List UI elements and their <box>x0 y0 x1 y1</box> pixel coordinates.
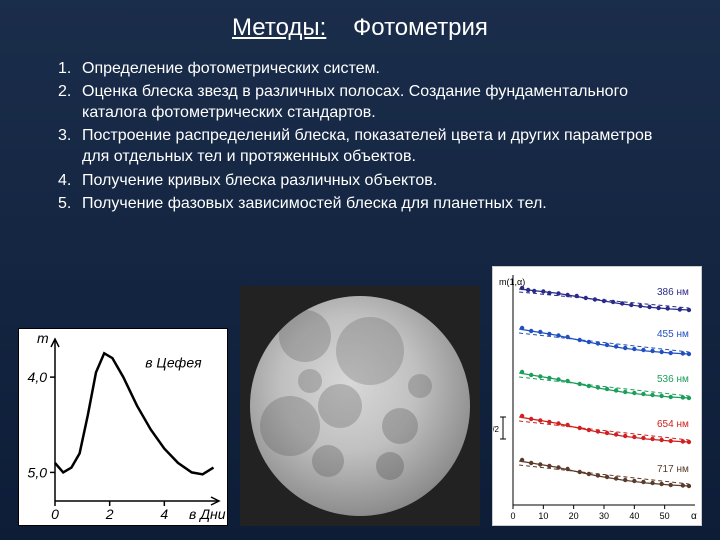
title-prefix: Методы: <box>232 14 326 41</box>
list-text: Получение фазовых зависимостей блеска дл… <box>82 193 680 214</box>
svg-text:717 нм: 717 нм <box>657 464 689 475</box>
lightcurve-chart: 4,0 5,0 0 2 4 m в Дни в Цефея <box>19 329 229 527</box>
phase-panel: 0 10 20 30 40 50 α m(1,α) 1m/2 386 нм 455 нм 536 нм… <box>492 266 702 526</box>
moon-crater <box>336 317 404 385</box>
svg-text:40: 40 <box>629 511 639 521</box>
moon-panel <box>240 286 480 526</box>
svg-text:α: α <box>691 511 697 522</box>
svg-text:в Дни: в Дни <box>189 506 226 522</box>
svg-text:30: 30 <box>599 511 609 521</box>
moon-image <box>250 296 470 516</box>
list-number: 3. <box>58 125 82 167</box>
svg-text:4: 4 <box>160 506 168 522</box>
svg-text:10: 10 <box>538 511 548 521</box>
svg-text:536 нм: 536 нм <box>657 374 689 385</box>
moon-crater <box>318 384 362 428</box>
moon-crater <box>312 445 344 477</box>
svg-text:m: m <box>37 330 49 346</box>
moon-crater <box>279 310 331 362</box>
phase-chart: 0 10 20 30 40 50 α m(1,α) 1m/2 386 нм 455 нм 536 нм… <box>493 267 703 527</box>
moon-crater <box>260 396 320 456</box>
svg-text:0: 0 <box>510 511 515 521</box>
svg-text:50: 50 <box>660 511 670 521</box>
moon-crater <box>298 369 322 393</box>
svg-text:4,0: 4,0 <box>28 369 48 385</box>
lightcurve-panel: 4,0 5,0 0 2 4 m в Дни в Цефея <box>18 328 228 526</box>
list-item: 2.Оценка блеска звезд в различных полоса… <box>58 81 680 123</box>
list-number: 2. <box>58 81 82 123</box>
list-item: 5.Получение фазовых зависимостей блеска … <box>58 193 680 214</box>
figures-row: 4,0 5,0 0 2 4 m в Дни в Цефея 0 10 20 30 40 50 α m(1,α… <box>18 266 706 526</box>
svg-text:20: 20 <box>569 511 579 521</box>
list-number: 5. <box>58 193 82 214</box>
svg-text:0: 0 <box>51 506 59 522</box>
svg-text:386 нм: 386 нм <box>657 287 689 298</box>
list-number: 4. <box>58 170 82 191</box>
svg-text:5,0: 5,0 <box>28 464 48 480</box>
moon-crater <box>408 374 432 398</box>
title-main: Фотометрия <box>353 14 488 41</box>
list-item: 4.Получение кривых блеска различных объе… <box>58 170 680 191</box>
svg-text:m(1,α): m(1,α) <box>499 277 525 287</box>
list-text: Определение фотометрических систем. <box>82 58 680 79</box>
slide-title: Методы: Фотометрия <box>0 0 720 52</box>
list-text: Построение распределений блеска, показат… <box>82 125 680 167</box>
list-item: 3.Построение распределений блеска, показ… <box>58 125 680 167</box>
list-text: Получение кривых блеска различных объект… <box>82 170 680 191</box>
numbered-list: 1.Определение фотометрических систем.2.О… <box>0 52 720 214</box>
moon-crater <box>376 452 404 480</box>
svg-text:2: 2 <box>105 506 114 522</box>
svg-text:455 нм: 455 нм <box>657 329 689 340</box>
list-text: Оценка блеска звезд в различных полосах.… <box>82 81 680 123</box>
svg-text:1m/2: 1m/2 <box>493 425 500 434</box>
list-number: 1. <box>58 58 82 79</box>
moon-crater <box>382 408 418 444</box>
svg-text:в Цефея: в Цефея <box>145 355 202 371</box>
list-item: 1.Определение фотометрических систем. <box>58 58 680 79</box>
svg-text:654 нм: 654 нм <box>657 419 689 430</box>
